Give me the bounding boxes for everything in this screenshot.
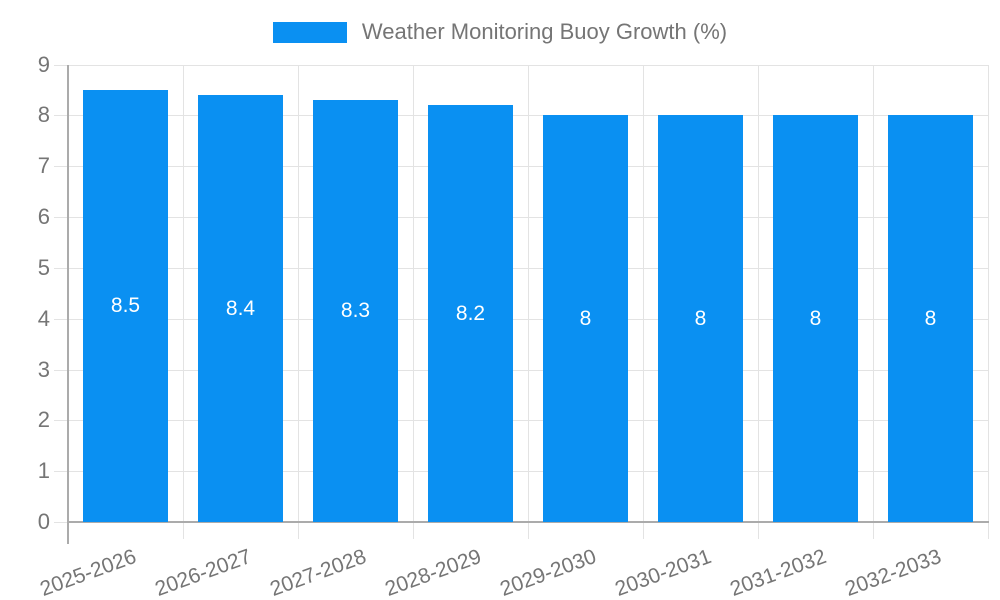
gridline-horizontal [54, 471, 988, 473]
legend-item[interactable]: Weather Monitoring Buoy Growth (%) [272, 18, 728, 46]
gridline-vertical [298, 64, 299, 539]
y-tick-label: 3 [37, 356, 50, 382]
x-axis-line [67, 521, 989, 523]
bar-value-label: 8.5 [110, 293, 141, 317]
gridline-vertical [413, 64, 414, 539]
x-tick-label: 2025-2026 [37, 545, 140, 600]
bar[interactable] [313, 100, 398, 522]
x-tick-label: 2030-2031 [612, 545, 715, 600]
bar[interactable] [888, 115, 973, 522]
bar[interactable] [658, 115, 743, 522]
bar[interactable] [543, 115, 628, 522]
gridline-vertical [183, 64, 184, 539]
y-tick-label: 2 [37, 407, 50, 433]
bar-value-label: 8 [924, 306, 937, 330]
y-zero-tick [54, 522, 68, 523]
gridline-vertical [873, 64, 874, 539]
bar-value-label: 8.2 [455, 301, 486, 325]
y-tick-label: 9 [37, 51, 50, 77]
y-tick-label: 8 [37, 102, 50, 128]
gridline-horizontal [54, 318, 988, 320]
x-tick-label: 2032-2033 [842, 545, 945, 600]
y-tick-label: 6 [37, 204, 50, 229]
y-tick-label: 7 [37, 153, 50, 179]
bar[interactable] [83, 89, 168, 522]
bar[interactable] [428, 105, 513, 522]
gridline-horizontal [54, 64, 988, 66]
bar-value-label: 8.3 [340, 299, 371, 323]
bar-value-label: 8 [579, 306, 592, 330]
y-axis-line [67, 64, 69, 544]
bar-value-label: 8 [809, 306, 822, 330]
y-tick-label: 1 [37, 458, 50, 484]
x-tick-label: 2029-2030 [497, 545, 600, 600]
gridline-horizontal [54, 217, 988, 218]
bar[interactable] [198, 95, 283, 522]
gridline-horizontal [54, 420, 988, 422]
bar-value-label: 8.4 [225, 296, 256, 320]
y-tick-label: 4 [37, 305, 50, 331]
x-tick-label: 2028-2029 [382, 545, 485, 600]
gridline-vertical [758, 64, 759, 539]
gridline-horizontal [54, 166, 988, 168]
gridline-horizontal [54, 115, 988, 117]
legend-color-swatch [272, 21, 347, 43]
x-tick-label: 2027-2028 [267, 545, 370, 600]
bar-value-label: 8 [694, 306, 707, 330]
gridline-vertical [643, 64, 644, 539]
gridline-vertical [988, 64, 989, 539]
gridline-horizontal [54, 267, 988, 269]
y-tick-label: 5 [37, 254, 50, 280]
gridline-vertical [528, 64, 529, 539]
x-tick-label: 2026-2027 [152, 545, 255, 600]
gridline-horizontal [54, 369, 988, 371]
legend-label: Weather Monitoring Buoy Growth (%) [361, 19, 728, 44]
y-tick-label: 0 [37, 509, 50, 534]
x-tick-label: 2031-2032 [727, 545, 830, 600]
legend: Weather Monitoring Buoy Growth (%) [0, 18, 1000, 46]
bar[interactable] [773, 115, 858, 522]
